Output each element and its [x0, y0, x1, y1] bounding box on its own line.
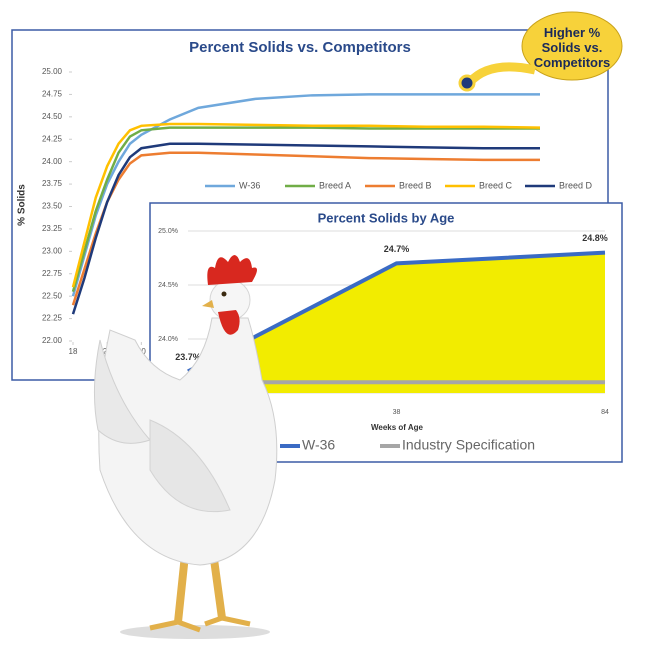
eye — [222, 292, 227, 297]
x-tick-label: 84 — [601, 409, 609, 416]
legend-label: Breed A — [319, 180, 351, 190]
y-tick-label: 24.50 — [42, 112, 63, 121]
legend-label: Breed B — [399, 180, 432, 190]
value-label: 24.8% — [582, 233, 608, 243]
page: Percent Solids vs. Competitors % Solids … — [0, 0, 652, 643]
y-tick-label: 24.00 — [42, 157, 63, 166]
callout-dot — [460, 76, 474, 90]
y-tick-label: 22.25 — [42, 314, 63, 323]
callout-text: Higher % Solids vs. Competitors — [524, 14, 620, 80]
legend-label: W-36 — [302, 437, 335, 453]
legend-label: Breed D — [559, 180, 593, 190]
legend-label: W-36 — [239, 180, 260, 190]
y-tick-label: 24.75 — [42, 90, 63, 99]
y-tick-label: 23.00 — [42, 246, 63, 255]
y-tick-label: 24.25 — [42, 134, 63, 143]
figure: Percent Solids vs. Competitors % Solids … — [0, 0, 652, 643]
x-axis-label: Weeks of Age — [371, 423, 424, 432]
y-tick-label: 24.5% — [158, 282, 178, 289]
y-tick-label: 23.75 — [42, 179, 63, 188]
y-tick-label: 24.0% — [158, 336, 178, 343]
chart-title: Percent Solids vs. Competitors — [189, 39, 411, 56]
y-tick-label: 23.50 — [42, 202, 63, 211]
y-axis-label: % Solids — [17, 184, 28, 226]
y-tick-label: 22.50 — [42, 291, 63, 300]
y-tick-label: 25.0% — [158, 228, 178, 235]
y-tick-label: 23.25 — [42, 224, 63, 233]
value-label: 24.7% — [384, 244, 410, 254]
x-tick-label: 38 — [393, 409, 401, 416]
y-tick-label: 22.75 — [42, 269, 63, 278]
legend-label: Industry Specification — [402, 437, 535, 453]
chart-title: Percent Solids by Age — [318, 210, 455, 225]
y-tick-label: 22.00 — [42, 336, 63, 345]
x-tick-label: 18 — [69, 347, 78, 356]
y-tick-label: 25.00 — [42, 67, 63, 76]
legend-label: Breed C — [479, 180, 513, 190]
